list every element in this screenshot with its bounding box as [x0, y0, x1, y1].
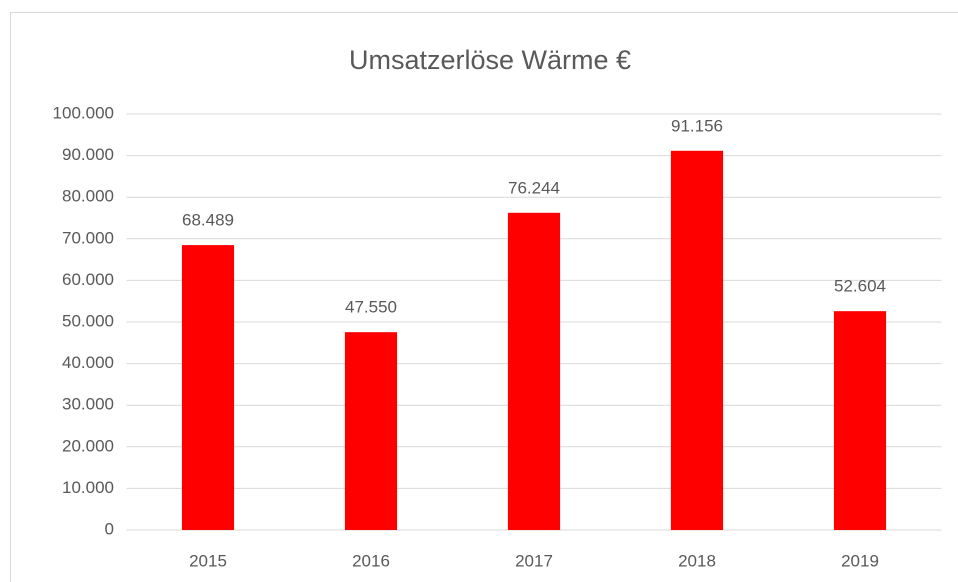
y-tick-label: 30.000 [62, 395, 114, 414]
y-tick-label: 10.000 [62, 478, 114, 497]
y-tick-label: 60.000 [62, 270, 114, 289]
y-tick-label: 0 [105, 519, 114, 538]
x-tick-label: 2016 [352, 551, 390, 570]
y-tick-label: 90.000 [62, 145, 114, 164]
y-tick-label: 80.000 [62, 187, 114, 206]
y-tick-label: 50.000 [62, 311, 114, 330]
bar [670, 150, 724, 530]
x-tick-label: 2017 [515, 551, 553, 570]
bar [344, 332, 398, 530]
x-tick-label: 2015 [189, 551, 227, 570]
data-label: 52.604 [834, 277, 886, 296]
data-label: 47.550 [345, 298, 397, 317]
x-tick-label: 2018 [678, 551, 716, 570]
bar [507, 212, 561, 531]
bar [833, 311, 887, 530]
chart-frame [10, 12, 958, 582]
y-tick-label: 20.000 [62, 436, 114, 455]
data-label: 68.489 [182, 211, 234, 230]
bar [181, 245, 235, 530]
data-label: 91.156 [671, 116, 723, 135]
y-tick-label: 40.000 [62, 353, 114, 372]
data-label: 76.244 [508, 178, 560, 197]
y-tick-label: 70.000 [62, 228, 114, 247]
y-tick-label: 100.000 [53, 103, 114, 122]
chart-title: Umsatzerlöse Wärme € [349, 45, 631, 75]
x-tick-label: 2019 [841, 551, 879, 570]
